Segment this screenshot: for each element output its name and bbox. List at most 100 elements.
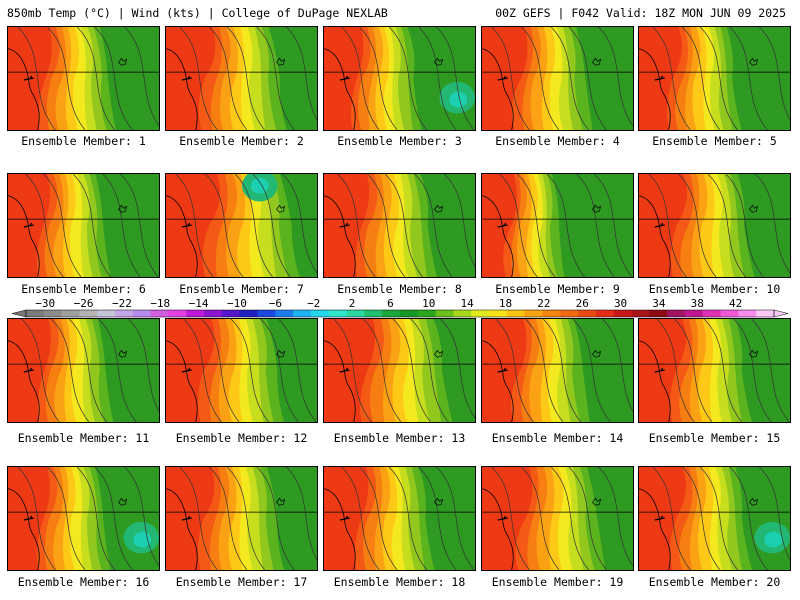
height-contour bbox=[440, 319, 475, 419]
wind-barb bbox=[181, 75, 192, 81]
height-contour bbox=[128, 319, 159, 413]
height-contour bbox=[175, 174, 214, 277]
ensemble-member-label: Ensemble Member: 12 bbox=[175, 431, 308, 445]
colorbar-swatch bbox=[150, 310, 169, 317]
height-contour bbox=[226, 467, 265, 570]
ensemble-member-map bbox=[481, 466, 634, 571]
height-contour bbox=[648, 174, 687, 277]
lake-outline bbox=[118, 349, 127, 358]
colorbar-tick-label: 10 bbox=[422, 297, 435, 310]
height-contour bbox=[598, 27, 633, 127]
colorbar-tick-label: −6 bbox=[269, 297, 282, 310]
colorbar-swatch bbox=[204, 310, 223, 317]
ensemble-member-map bbox=[165, 173, 318, 278]
height-contour bbox=[21, 319, 60, 422]
colorbar-swatch bbox=[595, 310, 615, 317]
height-contour bbox=[124, 27, 159, 127]
height-contour bbox=[72, 174, 111, 277]
height-contour bbox=[209, 467, 248, 570]
colorbar-tick-label: 34 bbox=[652, 297, 666, 310]
ensemble-member-map bbox=[481, 26, 634, 131]
height-contour bbox=[572, 319, 611, 422]
colorbar-swatch bbox=[435, 310, 454, 317]
colorbar-tick-label: 26 bbox=[576, 297, 589, 310]
ensemble-member-label: Ensemble Member: 14 bbox=[491, 431, 624, 445]
height-contour bbox=[209, 27, 248, 130]
coastline bbox=[482, 48, 514, 130]
height-contour bbox=[17, 467, 56, 570]
height-contour bbox=[47, 467, 86, 570]
wind-barb bbox=[181, 222, 192, 228]
ensemble-member-map bbox=[638, 318, 791, 423]
height-contour bbox=[751, 319, 790, 422]
height-contour bbox=[384, 174, 423, 277]
coastline bbox=[8, 340, 40, 422]
height-contour bbox=[546, 174, 585, 277]
height-contour bbox=[120, 174, 159, 277]
ensemble-member-map bbox=[7, 318, 160, 423]
height-contour bbox=[674, 319, 713, 422]
lake-outline bbox=[592, 497, 601, 506]
colorbar-tick-label: −30 bbox=[35, 297, 55, 310]
height-contour bbox=[392, 319, 431, 422]
colorbar-swatch bbox=[132, 310, 152, 317]
height-contour bbox=[656, 319, 695, 422]
lake-outline bbox=[434, 497, 443, 506]
colorbar-swatch bbox=[310, 310, 330, 317]
map-title: 850mb Temp (°C) | Wind (kts) | College o… bbox=[7, 6, 388, 20]
colorbar-tick-label: 22 bbox=[537, 297, 550, 310]
wind-barb bbox=[339, 515, 350, 521]
ensemble-member-label: Ensemble Member: 8 bbox=[337, 282, 462, 296]
wind-barb bbox=[497, 367, 508, 373]
colorbar-swatch bbox=[631, 310, 650, 317]
lake-outline bbox=[749, 497, 758, 506]
colorbar-swatch bbox=[471, 310, 490, 317]
cool-anomaly-core bbox=[250, 177, 269, 194]
lake-outline bbox=[592, 349, 601, 358]
coastline bbox=[324, 195, 356, 277]
colorbar-min-arrow bbox=[12, 309, 27, 318]
height-contour bbox=[230, 319, 269, 422]
ensemble-member-map bbox=[323, 26, 476, 131]
colorbar-swatch bbox=[293, 310, 312, 317]
lake-outline bbox=[749, 349, 758, 358]
height-contour bbox=[444, 174, 475, 268]
colorbar-swatch bbox=[756, 310, 775, 317]
height-contour bbox=[682, 27, 721, 130]
wind-barb bbox=[23, 222, 34, 228]
wind-barb bbox=[654, 367, 665, 373]
height-contour bbox=[499, 174, 538, 277]
colorbar-tick-label: 38 bbox=[691, 297, 704, 310]
height-contour bbox=[521, 467, 560, 570]
coastline bbox=[324, 48, 356, 130]
colorbar-swatch bbox=[239, 310, 258, 317]
height-contour bbox=[286, 467, 317, 561]
colorbar-swatch bbox=[453, 310, 472, 317]
height-contour bbox=[183, 319, 222, 422]
coastline bbox=[8, 488, 40, 570]
colorbar-swatch bbox=[168, 310, 187, 317]
height-contour bbox=[68, 319, 107, 422]
height-contour bbox=[495, 319, 534, 422]
temperature-band bbox=[324, 27, 364, 130]
height-contour bbox=[436, 27, 475, 130]
colorbar-swatch bbox=[738, 310, 757, 317]
height-contour bbox=[418, 27, 457, 130]
wind-barb bbox=[339, 367, 350, 373]
height-contour bbox=[418, 467, 457, 570]
cool-anomaly-core bbox=[764, 531, 783, 548]
height-contour bbox=[234, 174, 273, 277]
coastline bbox=[8, 195, 40, 277]
ensemble-member-label: Ensemble Member: 19 bbox=[491, 575, 624, 589]
height-contour bbox=[337, 174, 376, 277]
coastline bbox=[324, 488, 356, 570]
height-contour bbox=[388, 467, 427, 570]
height-contour bbox=[51, 319, 90, 422]
coastline bbox=[166, 48, 198, 130]
colorbar-swatch bbox=[667, 310, 686, 317]
height-contour bbox=[759, 467, 790, 561]
height-contour bbox=[179, 467, 218, 570]
colorbar-swatch bbox=[720, 310, 739, 317]
ensemble-member-label: Ensemble Member: 10 bbox=[648, 282, 781, 296]
ensemble-member-label: Ensemble Member: 4 bbox=[495, 134, 620, 148]
